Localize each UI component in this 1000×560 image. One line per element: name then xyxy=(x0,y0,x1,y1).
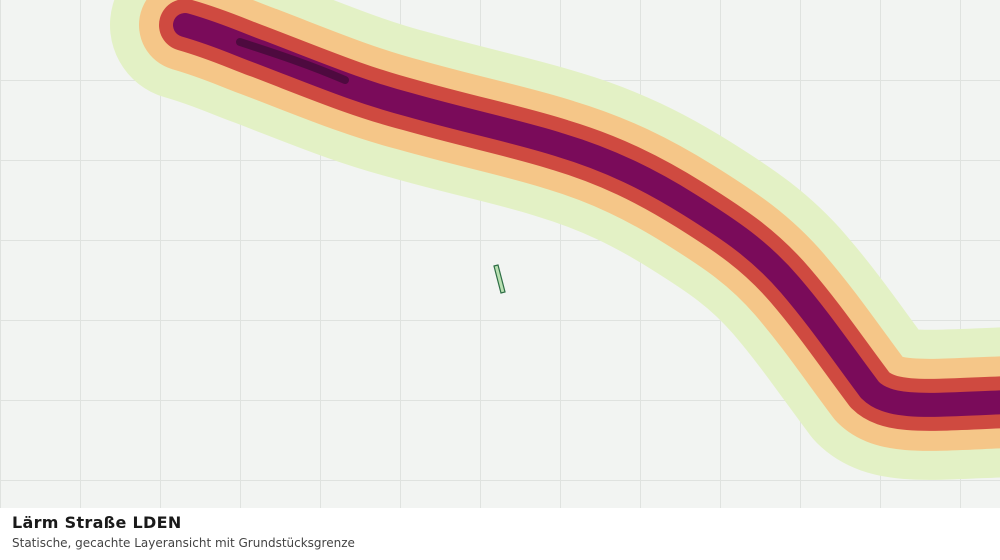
noise-band-core xyxy=(236,38,349,84)
noise-band-75db xyxy=(173,13,1000,417)
noise-bands xyxy=(110,0,1000,480)
parcel-boundary xyxy=(493,264,506,294)
caption: Lärm Straße LDEN Statische, gecachte Lay… xyxy=(12,512,355,552)
layer-subtitle: Statische, gecachte Layeransicht mit Gru… xyxy=(12,536,355,550)
map xyxy=(0,0,1000,508)
layer-title: Lärm Straße LDEN xyxy=(12,513,182,532)
